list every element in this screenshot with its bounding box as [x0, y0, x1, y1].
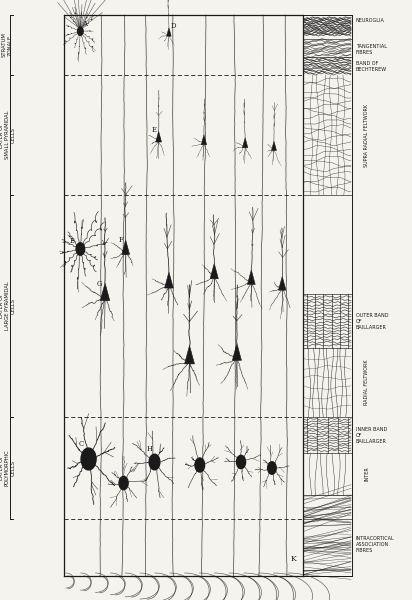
Polygon shape	[122, 240, 129, 254]
Polygon shape	[232, 343, 241, 361]
Text: OUTER BAND
OF
BAILLARGER: OUTER BAND OF BAILLARGER	[356, 313, 388, 330]
Text: C: C	[78, 440, 84, 448]
Polygon shape	[201, 135, 206, 145]
Circle shape	[236, 455, 246, 469]
Polygon shape	[164, 272, 173, 288]
Circle shape	[119, 476, 128, 490]
Circle shape	[77, 27, 83, 35]
Text: RADIAL FELTWORK: RADIAL FELTWORK	[364, 359, 369, 405]
Circle shape	[195, 458, 205, 472]
Text: BAND OF
BECHTEREW: BAND OF BECHTEREW	[356, 61, 387, 72]
Polygon shape	[242, 138, 248, 148]
Polygon shape	[156, 131, 162, 142]
Polygon shape	[247, 270, 255, 284]
Text: H: H	[147, 445, 153, 453]
Text: NEUROGLIA: NEUROGLIA	[356, 18, 384, 23]
Text: INTRACORTICAL
ASSOCIATION
FIBRES: INTRACORTICAL ASSOCIATION FIBRES	[356, 536, 394, 553]
Text: B: B	[70, 237, 75, 245]
Text: LAYER OF
POLYMORPHIC
CELLS: LAYER OF POLYMORPHIC CELLS	[0, 449, 15, 487]
Circle shape	[149, 454, 160, 470]
Polygon shape	[279, 277, 286, 290]
Text: F: F	[118, 236, 123, 244]
Text: LAYER OF
SMALL PYRAMIDAL
CELLS: LAYER OF SMALL PYRAMIDAL CELLS	[0, 111, 15, 159]
Polygon shape	[272, 141, 276, 151]
Text: D: D	[171, 22, 176, 30]
Text: E: E	[151, 126, 156, 134]
Text: TANGENTIAL
FIBRES: TANGENTIAL FIBRES	[356, 44, 386, 55]
Text: K: K	[290, 555, 296, 563]
Polygon shape	[210, 263, 218, 279]
Text: A: A	[82, 20, 87, 28]
Text: G: G	[97, 280, 102, 287]
Text: LAYER OF
LARGE PYRAMIDAL
CELLS: LAYER OF LARGE PYRAMIDAL CELLS	[0, 281, 15, 331]
Text: SUPRA RADIAL FELTWORK: SUPRA RADIAL FELTWORK	[364, 103, 369, 167]
Circle shape	[76, 243, 84, 255]
Circle shape	[268, 462, 276, 474]
Polygon shape	[166, 28, 171, 36]
Text: INNER BAND
OF
BAILLARGER: INNER BAND OF BAILLARGER	[356, 427, 387, 444]
Polygon shape	[101, 283, 110, 301]
Circle shape	[81, 448, 96, 470]
Text: INTER: INTER	[364, 467, 369, 481]
Polygon shape	[185, 346, 194, 364]
Text: STRATUM
ZONALE: STRATUM ZONALE	[2, 32, 12, 58]
